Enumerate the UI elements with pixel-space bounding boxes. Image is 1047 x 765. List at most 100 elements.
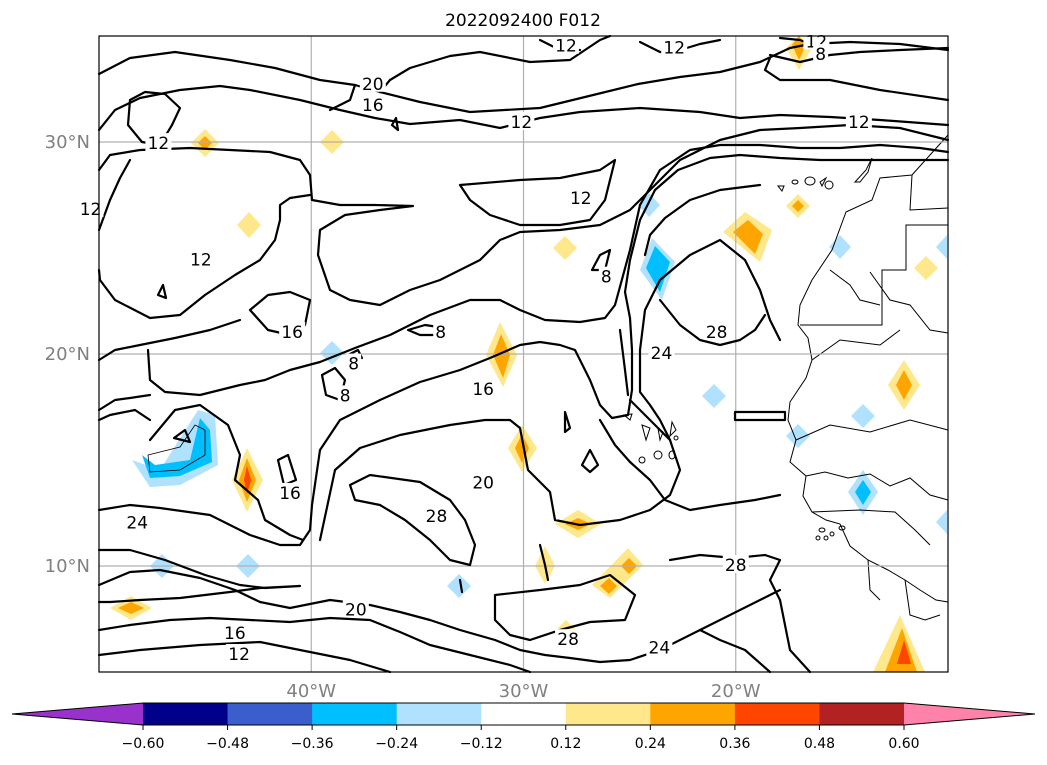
colorbar-bin xyxy=(565,703,651,725)
contour-label-halo xyxy=(124,512,151,531)
contour-line xyxy=(618,328,630,397)
contour-label: 16 xyxy=(224,624,246,644)
contour-line xyxy=(148,403,305,542)
contour-line xyxy=(563,410,572,434)
contour-line xyxy=(658,298,767,347)
contour-label-halo xyxy=(221,622,248,641)
colorbar-tick-label: −0.36 xyxy=(291,736,334,752)
contour-label-halo xyxy=(508,111,535,130)
contour-label: 24 xyxy=(651,344,673,364)
contour-line xyxy=(97,318,242,362)
contour-label: 12 xyxy=(570,189,592,209)
longitude-label: 20°W xyxy=(711,681,761,702)
colorbar-tick-label: −0.12 xyxy=(460,736,503,752)
contour-line xyxy=(97,153,950,547)
border-line xyxy=(811,509,931,546)
contour-label: 24 xyxy=(126,514,148,534)
contour-line xyxy=(458,578,464,594)
contour-label-halo xyxy=(279,321,306,340)
colorbar-ticks: −0.60 −0.48 −0.36 −0.24 −0.12 0.12 0.24 0.36 0.4… xyxy=(122,725,920,752)
border-line xyxy=(795,419,949,441)
contour-label-halo xyxy=(552,35,579,54)
contour-label-halo xyxy=(342,599,369,618)
longitude-label: 30°W xyxy=(499,681,549,702)
contour-label: 8 xyxy=(601,268,612,288)
contour-line xyxy=(248,290,312,337)
contour-label: 8 xyxy=(340,386,351,406)
contour-label: 16 xyxy=(472,380,494,400)
contour-label-halo xyxy=(346,353,362,372)
african-coastline xyxy=(787,134,949,603)
border-line xyxy=(904,579,941,621)
contour-label: 24 xyxy=(649,639,671,659)
positive-anomaly-patch xyxy=(873,615,925,672)
contour-label-halo xyxy=(567,188,594,207)
colorbar-tick-label: −0.48 xyxy=(206,736,249,752)
contour-label-halo xyxy=(722,555,749,573)
contour-line xyxy=(390,116,400,132)
positive-anomaly-patch xyxy=(508,425,537,472)
colorbar-bin xyxy=(734,703,820,725)
canary-islands xyxy=(776,157,873,192)
contour-label-halo xyxy=(433,321,449,340)
contour-label-halo xyxy=(145,133,172,152)
contour-label: 8 xyxy=(435,323,446,343)
contour-line xyxy=(97,84,950,132)
colorbar-bin xyxy=(481,703,567,725)
contour-label: 12 xyxy=(228,645,250,665)
contour-label: 8 xyxy=(348,355,359,375)
contour-label: 12 xyxy=(80,200,102,220)
contour-label: 12 xyxy=(663,39,685,59)
bijagos-islands xyxy=(815,525,846,541)
contour-line xyxy=(328,83,357,112)
contour-line xyxy=(97,568,782,664)
contour-label: 16 xyxy=(281,323,303,343)
contour-label: 28 xyxy=(725,556,747,576)
contour-line xyxy=(97,40,950,114)
negative-anomaly-patch xyxy=(132,410,218,487)
contour-label: 28 xyxy=(426,507,448,527)
contour-line xyxy=(598,418,782,512)
colorbar-tick-label: 0.36 xyxy=(719,736,750,752)
contour-line xyxy=(458,158,617,227)
contour-line xyxy=(763,56,950,102)
border-line xyxy=(869,271,949,334)
latitude-label: 30°N xyxy=(45,132,90,153)
cape-verde-islands xyxy=(622,413,679,464)
axis-labels: 30°N 20°N 10°N 40°W 30°W 20°W xyxy=(45,132,761,702)
contour-line xyxy=(643,183,762,257)
contour-line xyxy=(97,408,152,422)
contour-label-halo xyxy=(470,379,497,398)
latitude-label: 10°N xyxy=(45,556,90,577)
contour-label-halo xyxy=(77,198,104,217)
contour-label-halo xyxy=(555,629,582,648)
colorbar-under-arrow xyxy=(12,703,143,725)
border-line xyxy=(829,269,881,306)
contour-label: 20 xyxy=(345,601,367,621)
contour-line xyxy=(698,628,772,674)
positive-anomaly-patch xyxy=(888,360,920,410)
map-title: 2022092400 F012 xyxy=(445,11,601,31)
contour-line xyxy=(628,398,672,442)
contour-label: 12 xyxy=(848,113,870,133)
negative-anomaly-patch xyxy=(848,470,878,515)
contour-line xyxy=(97,393,152,412)
contour-line xyxy=(768,46,950,64)
contour-label-halo xyxy=(423,506,450,525)
contour-line xyxy=(97,193,312,320)
longitude-label: 40°W xyxy=(286,681,336,702)
contour-label: 20 xyxy=(472,473,494,493)
colorbar-tick-label: 0.60 xyxy=(888,736,919,752)
contour-label: 12 xyxy=(511,113,533,133)
contour-label: 16 xyxy=(279,484,301,504)
contour-label-halo xyxy=(226,644,253,663)
contour-label-halo xyxy=(648,343,675,361)
colorbar-bin xyxy=(819,703,905,725)
contour-label: 28 xyxy=(557,630,579,650)
negative-anomaly-patch xyxy=(640,238,675,300)
positive-anomaly-spot xyxy=(237,212,261,238)
positive-anomaly-spot xyxy=(792,200,804,212)
border-line xyxy=(800,224,948,326)
